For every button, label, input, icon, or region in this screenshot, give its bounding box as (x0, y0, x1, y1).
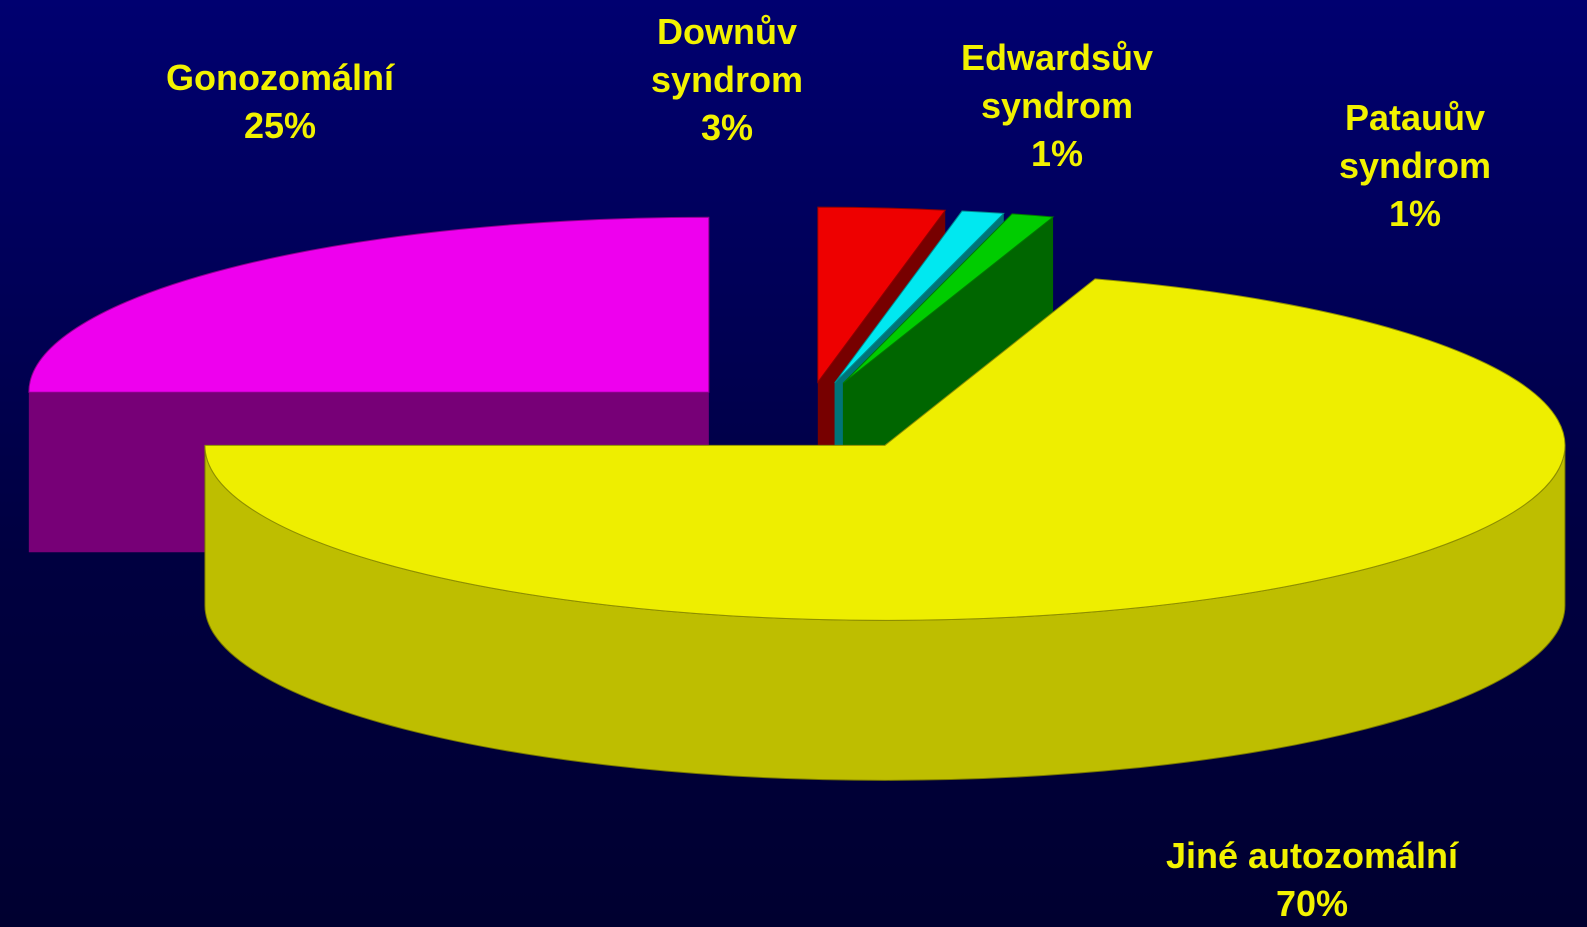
value-label: 3% (700, 107, 754, 148)
slice-top (817, 206, 947, 384)
value-label: 1% (1388, 193, 1442, 234)
slice-top (28, 216, 710, 393)
value-label: 1% (1030, 133, 1084, 174)
category-label: Downův syndrom (650, 11, 804, 100)
data-label: Jiné autozomální 70% (1112, 832, 1512, 927)
value-label: 25% (243, 105, 317, 146)
category-label: Patauův syndrom (1338, 97, 1492, 186)
data-label: Edwardsův syndrom 1% (927, 34, 1187, 178)
slice-top (834, 210, 1005, 384)
category-label: Gonozomální (166, 57, 394, 98)
category-label: Jiné autozomální (1165, 835, 1459, 876)
category-label: Edwardsův syndrom (960, 37, 1154, 126)
slice-top (842, 213, 1055, 384)
data-label: Patauův syndrom 1% (1315, 94, 1515, 238)
data-label: Downův syndrom 3% (632, 8, 822, 152)
slice (204, 278, 1566, 781)
data-label: Gonozomální 25% (130, 54, 430, 150)
slice-top (204, 278, 1566, 621)
value-label: 70% (1275, 883, 1349, 924)
